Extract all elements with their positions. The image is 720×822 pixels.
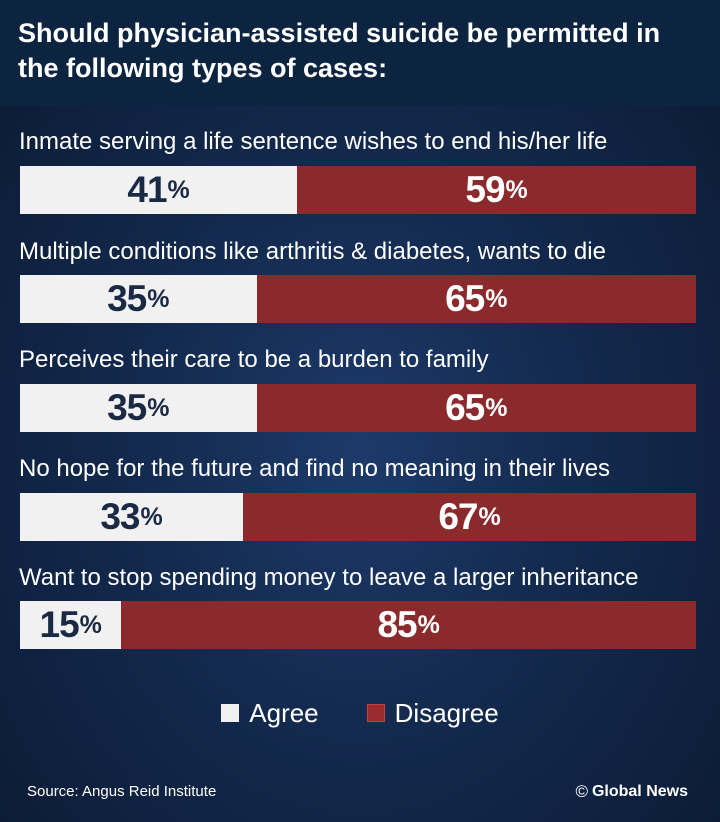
credit-label: Global News bbox=[591, 783, 688, 800]
legend-label-disagree: Disagree bbox=[394, 697, 499, 728]
data-label-value: 67 bbox=[438, 496, 478, 537]
data-label-value: 65 bbox=[445, 278, 485, 319]
category-label: Want to stop spending money to leave a l… bbox=[19, 564, 639, 591]
legend-item-disagree: Disagree bbox=[366, 697, 499, 729]
bar-agree: 33% bbox=[20, 493, 244, 541]
bar-agree: 35% bbox=[20, 275, 257, 323]
data-label-value: 35 bbox=[107, 387, 147, 428]
bar-disagree: 85% bbox=[121, 601, 696, 649]
bar-disagree: 65% bbox=[256, 384, 696, 432]
chart-header: Should physician-assisted suicide be per… bbox=[0, 0, 720, 106]
data-label-value: 33 bbox=[100, 496, 140, 537]
bar-row: 41% 59% bbox=[20, 166, 696, 214]
source-note: Source: Angus Reid Institute bbox=[27, 783, 217, 800]
data-label-unit: % bbox=[485, 284, 508, 313]
data-label-value: 15 bbox=[39, 604, 80, 645]
bar-row: 15% 85% bbox=[20, 601, 696, 649]
legend-swatch-agree bbox=[221, 704, 240, 722]
chart-title: Should physician-assisted suicide be per… bbox=[18, 18, 661, 83]
bar-row: 35% 65% bbox=[20, 275, 696, 323]
bar-disagree: 65% bbox=[256, 275, 696, 323]
chart-legend: Agree Disagree bbox=[0, 697, 720, 729]
data-label-unit: % bbox=[505, 175, 528, 204]
legend-item-agree: Agree bbox=[221, 697, 319, 729]
category-label: Perceives their care to be a burden to f… bbox=[19, 346, 489, 373]
data-label-unit: % bbox=[140, 502, 163, 531]
data-label-value: 65 bbox=[445, 387, 485, 428]
data-label-unit: % bbox=[417, 610, 440, 639]
credit: © Global News bbox=[575, 782, 688, 802]
bar-row: 33% 67% bbox=[20, 493, 696, 541]
bar-agree: 35% bbox=[20, 384, 257, 432]
data-label-unit: % bbox=[79, 610, 102, 639]
data-label-unit: % bbox=[167, 175, 190, 204]
data-label-unit: % bbox=[147, 393, 170, 422]
data-label-value: 41 bbox=[127, 169, 167, 210]
bar-agree: 15% bbox=[20, 601, 122, 649]
data-label-unit: % bbox=[478, 502, 501, 531]
bar-row: 35% 65% bbox=[20, 384, 696, 432]
category-label: Multiple conditions like arthritis & dia… bbox=[19, 238, 606, 265]
bar-agree: 41% bbox=[20, 166, 298, 214]
copyright-icon: © bbox=[575, 782, 588, 801]
data-label-value: 59 bbox=[465, 169, 505, 210]
legend-label-agree: Agree bbox=[249, 697, 319, 728]
bar-disagree: 67% bbox=[243, 493, 696, 541]
data-label-value: 85 bbox=[377, 604, 417, 645]
data-label-unit: % bbox=[485, 393, 508, 422]
legend-swatch-disagree bbox=[366, 704, 385, 722]
data-label-value: 35 bbox=[107, 278, 147, 319]
data-label-unit: % bbox=[147, 284, 170, 313]
bar-disagree: 59% bbox=[297, 166, 696, 214]
category-label: No hope for the future and find no meani… bbox=[19, 455, 611, 482]
category-label: Inmate serving a life sentence wishes to… bbox=[19, 128, 608, 155]
